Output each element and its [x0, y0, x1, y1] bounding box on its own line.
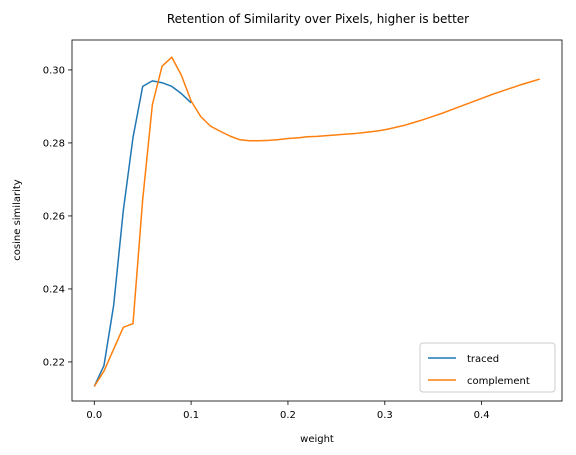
y-tick-label: 0.24 [43, 284, 65, 295]
plot-border [71, 39, 563, 402]
series-lines [93, 56, 540, 387]
chart-title: Retention of Similarity over Pixels, hig… [167, 12, 469, 26]
legend-label-traced: traced [467, 354, 499, 365]
x-axis-ticks: 0.0 0.1 0.2 0.3 0.4 [86, 401, 490, 421]
series-line-complement [93, 56, 540, 387]
series-line-traced [93, 80, 192, 387]
y-tick-label: 0.26 [43, 211, 65, 222]
y-axis-label: cosine similarity [12, 179, 23, 260]
y-tick-label: 0.28 [43, 138, 65, 149]
x-tick-label: 0.3 [377, 410, 393, 421]
x-tick-label: 0.1 [183, 410, 199, 421]
x-axis-label: weight [300, 434, 334, 445]
legend: traced complement [419, 342, 556, 393]
y-tick-label: 0.22 [43, 357, 65, 368]
x-tick-label: 0.4 [474, 410, 490, 421]
y-tick-label: 0.30 [43, 65, 65, 76]
x-tick-label: 0.2 [280, 410, 296, 421]
legend-label-complement: complement [467, 376, 530, 387]
y-axis-ticks: 0.22 0.24 0.26 0.28 0.30 [43, 65, 72, 368]
x-tick-label: 0.0 [86, 410, 102, 421]
